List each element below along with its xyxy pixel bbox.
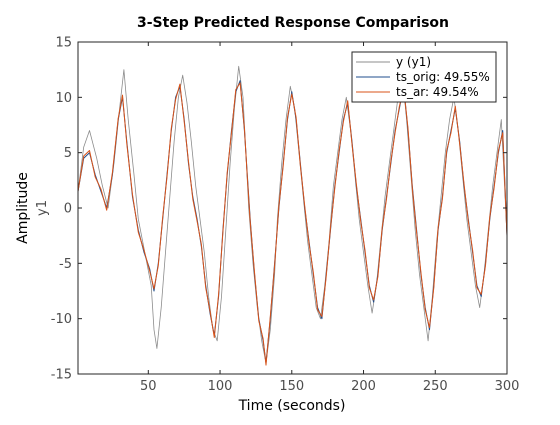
y-axis-ticks: -15 -10 -5 0 5 10 15 [51, 36, 507, 383]
chart-title: 3-Step Predicted Response Comparison [137, 15, 449, 31]
series-line-2 [77, 82, 508, 366]
legend-label-0: y (y1) [396, 55, 431, 69]
x-tick-label: 200 [351, 379, 376, 394]
y-tick-label: 5 [64, 146, 72, 161]
y-axis-label: Amplitude [15, 172, 31, 244]
legend-label-2: ts_ar: 49.54% [396, 85, 479, 99]
legend-label-1: ts_orig: 49.55% [396, 70, 490, 84]
x-axis-ticks: 50 100 150 200 250 300 [140, 42, 519, 394]
y-tick-label: 0 [64, 202, 72, 217]
y-tick-label: -15 [51, 368, 72, 383]
x-tick-label: 250 [423, 379, 448, 394]
x-tick-label: 100 [208, 379, 233, 394]
legend-items: y (y1)ts_orig: 49.55%ts_ar: 49.54% [356, 55, 490, 99]
x-tick-label: 150 [279, 379, 304, 394]
y-tick-label: 15 [55, 36, 72, 51]
legend: y (y1)ts_orig: 49.55%ts_ar: 49.54% [351, 51, 497, 103]
x-axis-label: Time (seconds) [238, 398, 346, 414]
y-tick-label: -10 [51, 312, 72, 327]
series-layer [77, 65, 508, 366]
y-tick-label: -5 [59, 257, 72, 272]
x-tick-label: 50 [140, 379, 157, 394]
x-tick-label: 300 [495, 379, 520, 394]
y-axis-sublabel: y1 [35, 200, 50, 216]
y-tick-label: 10 [55, 91, 72, 106]
